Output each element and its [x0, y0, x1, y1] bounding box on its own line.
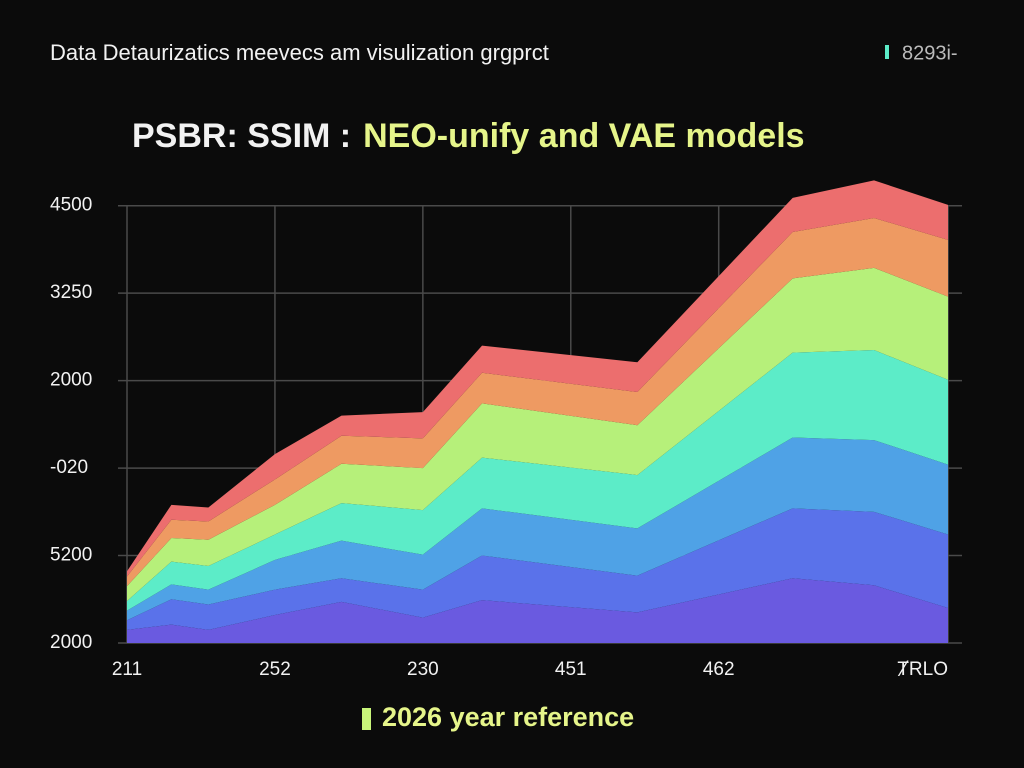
x-tick-label: 230 [407, 659, 439, 680]
y-tick-label: 5200 [50, 545, 92, 566]
area [127, 217, 948, 587]
x-tick-label: ȾRLO [897, 659, 948, 680]
y-tick-label: 3250 [50, 282, 92, 303]
y-tick-label: 2000 [50, 632, 92, 653]
y-tick-label: 4500 [50, 195, 92, 216]
area [127, 350, 948, 611]
x-tick-label: 252 [259, 659, 291, 680]
area [127, 267, 948, 602]
x-tick-label: 451 [555, 659, 587, 680]
y-tick-label: 2000 [50, 370, 92, 391]
area [127, 508, 948, 630]
badge-icon [885, 45, 889, 59]
badge: 8293i- [902, 42, 958, 64]
area [127, 180, 948, 577]
y-tick-label: -020 [50, 457, 88, 478]
x-tick-label: 462 [703, 659, 735, 680]
chart-subtitle: NEO-unify and VAE models [363, 117, 804, 155]
chart-title: PSBR: SSIM : [132, 117, 351, 155]
x-tick-label: 211 [112, 659, 142, 680]
header-text: Data Detaurizatics meevecs am visulizati… [50, 40, 549, 65]
legend-swatch [362, 708, 371, 730]
area [127, 437, 948, 621]
area [127, 578, 948, 643]
legend-label: 2026 year reference [382, 702, 634, 732]
